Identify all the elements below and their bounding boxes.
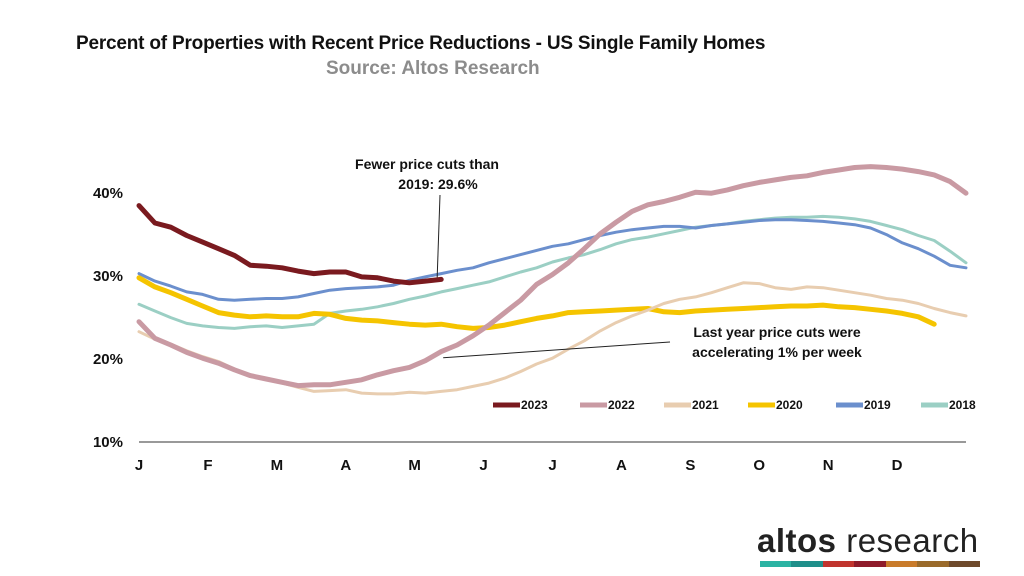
logo-bar-segment (948, 561, 980, 567)
x-tick-label: F (203, 457, 212, 474)
altos-research-logo: altos research (757, 522, 979, 560)
annotation-text: 2019: 29.6% (398, 176, 478, 192)
legend-label: 2018 (949, 398, 976, 412)
x-tick-label: A (616, 457, 627, 474)
legend-label: 2023 (521, 398, 548, 412)
annotation-text: Fewer price cuts than (355, 156, 499, 172)
chart-title: Percent of Properties with Recent Price … (76, 33, 766, 54)
logo-bar-segment (791, 561, 823, 567)
annotation-leader-line (436, 194, 441, 278)
logo-bar-segment (760, 561, 792, 567)
y-tick-label: 40% (93, 185, 123, 202)
legend-label: 2021 (692, 398, 719, 412)
legend-label: 2020 (776, 398, 803, 412)
chart-subtitle: Source: Altos Research (326, 58, 540, 79)
series-line-2019 (137, 218, 968, 302)
y-tick-label: 20% (93, 351, 123, 368)
x-tick-label: D (892, 457, 903, 474)
annotation-leader-line (443, 341, 671, 359)
series-line-2018 (137, 214, 968, 330)
y-tick-label: 10% (93, 434, 123, 451)
logo-research: research (836, 522, 979, 559)
x-tick-label: J (479, 457, 487, 474)
x-tick-label: J (135, 457, 143, 474)
x-tick-label: M (271, 457, 284, 474)
legend-label: 2019 (864, 398, 891, 412)
logo-bar-segment (885, 561, 918, 567)
annotation-text: Last year price cuts were (693, 324, 861, 340)
y-tick-label: 30% (93, 268, 123, 285)
logo-bar-segment (822, 561, 855, 567)
series-line-2020 (136, 275, 937, 331)
logo-bar-segment (854, 561, 886, 567)
legend-label: 2022 (608, 398, 635, 412)
x-tick-label: N (823, 457, 834, 474)
x-tick-label: O (753, 457, 765, 474)
logo-color-bar (760, 561, 980, 567)
x-tick-label: J (548, 457, 556, 474)
x-tick-label: M (408, 457, 421, 474)
logo-bar-segment (917, 561, 949, 567)
annotation-text: accelerating 1% per week (692, 344, 862, 360)
logo-altos: altos (757, 522, 837, 559)
x-tick-label: A (340, 457, 351, 474)
x-tick-label: S (685, 457, 695, 474)
series-line-2023 (136, 203, 444, 286)
series-line-2022 (136, 164, 969, 389)
